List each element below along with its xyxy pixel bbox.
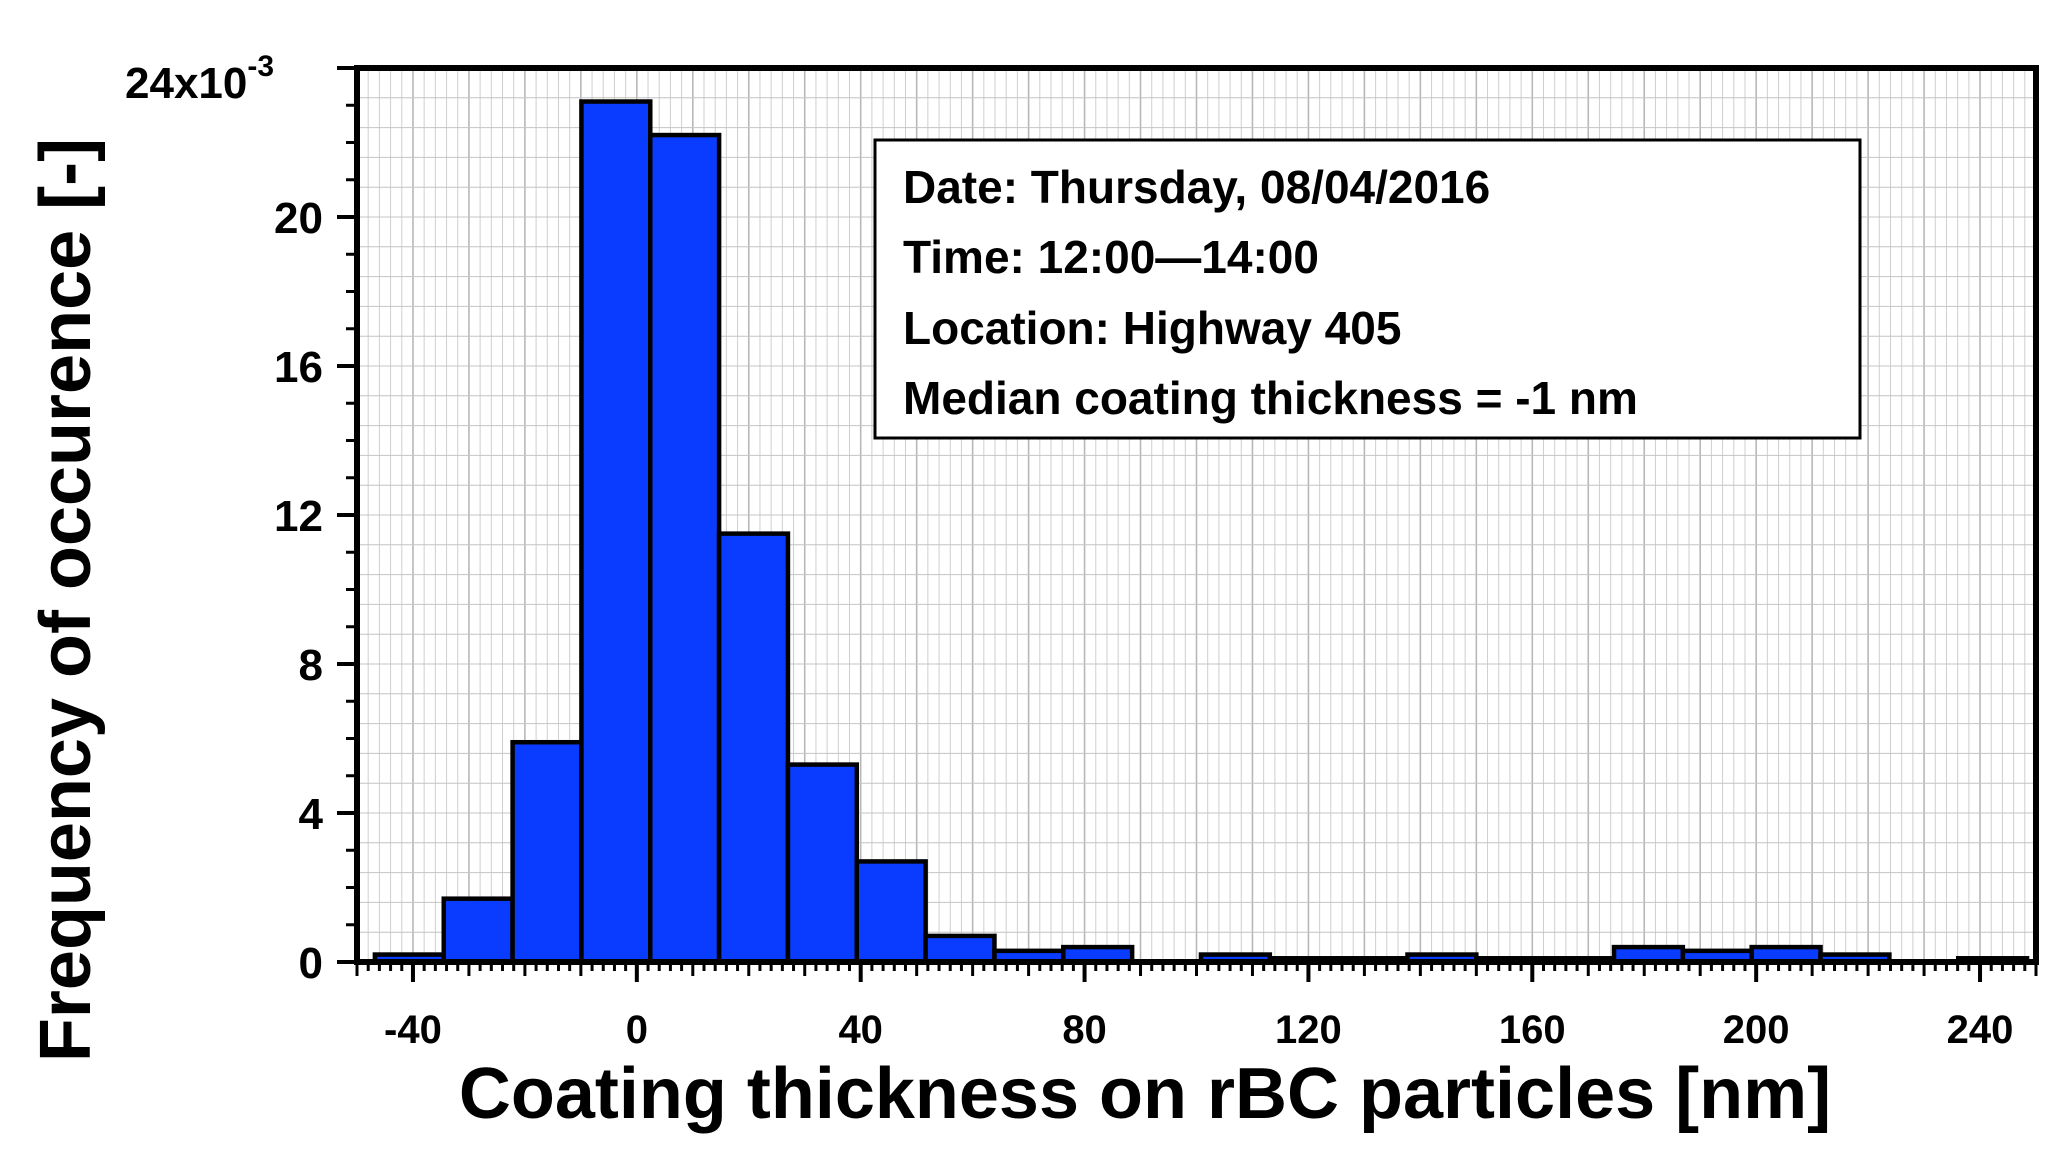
x-tick-label: 40 — [838, 1008, 883, 1052]
histogram-bar — [854, 859, 928, 965]
x-tick-label: 120 — [1275, 1008, 1342, 1052]
x-tick-label: 160 — [1499, 1008, 1566, 1052]
histogram-bar — [441, 896, 515, 965]
x-tick-label: 80 — [1062, 1008, 1107, 1052]
info-time: Time: 12:00—14:00 — [903, 231, 1319, 283]
y-tick-label: 12 — [274, 492, 323, 541]
y-multiplier-exponent: -3 — [247, 50, 274, 83]
y-tick-label: 8 — [299, 641, 323, 690]
y-tick-label: 4 — [299, 790, 324, 839]
x-tick-label: -40 — [384, 1008, 442, 1052]
histogram-bar — [923, 933, 997, 965]
y-tick-label: 20 — [274, 194, 323, 243]
histogram-bar — [510, 739, 584, 965]
x-tick-label: 240 — [1947, 1008, 2014, 1052]
info-median: Median coating thickness = -1 nm — [903, 372, 1638, 424]
info-location: Location: Highway 405 — [903, 302, 1401, 354]
y-multiplier-label: 24x10-3 — [125, 50, 274, 108]
info-box-frame — [873, 138, 1862, 440]
info-box: Date: Thursday, 08/04/2016 Time: 12:00—1… — [873, 138, 1862, 440]
x-axis-title: Coating thickness on rBC particles [nm] — [459, 1054, 1831, 1134]
histogram-bar — [648, 132, 722, 965]
x-tick-label: 0 — [626, 1008, 648, 1052]
ticks-layer — [337, 66, 2038, 982]
info-date: Date: Thursday, 08/04/2016 — [903, 161, 1490, 213]
histogram-bar — [716, 531, 791, 965]
y-tick-label: 16 — [274, 343, 323, 392]
y-axis-title: Frequency of occurence [-] — [26, 138, 106, 1062]
histogram-bar — [785, 762, 860, 965]
bars-layer — [372, 99, 2030, 965]
y-tick-label: 0 — [299, 939, 323, 988]
histogram-bar — [579, 99, 653, 965]
x-tick-label: 200 — [1723, 1008, 1790, 1052]
labels-layer: -40 0 40 80 120 160 200 240 0 4 8 12 16 20 — [274, 194, 2013, 1052]
